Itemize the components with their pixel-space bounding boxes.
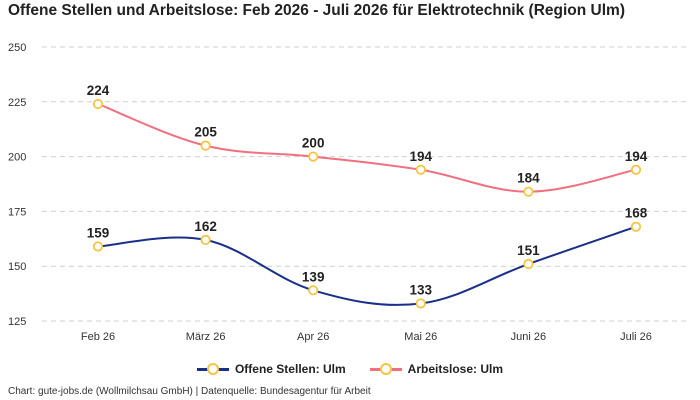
data-point[interactable] <box>92 241 104 252</box>
data-label: 168 <box>625 206 648 221</box>
gridlines <box>42 46 690 322</box>
legend-item-offene-stellen[interactable]: Offene Stellen: Ulm <box>196 362 346 376</box>
data-point[interactable] <box>630 221 642 232</box>
legend-label-arbeitslose: Arbeitslose: Ulm <box>407 362 504 376</box>
x-tick-label: Juni 26 <box>511 331 546 343</box>
legend-swatch-arbeitslose <box>369 363 402 375</box>
data-label: 133 <box>410 282 433 297</box>
x-tick-label: Apr 26 <box>297 331 329 343</box>
x-tick-label: Mai 26 <box>404 331 437 343</box>
data-point[interactable] <box>523 258 534 270</box>
y-tick-label: 225 <box>8 97 26 109</box>
data-point[interactable] <box>92 98 104 110</box>
legend-swatch-offene-stellen <box>196 363 229 375</box>
y-tick-label: 175 <box>8 206 26 218</box>
x-tick-label: Feb 26 <box>81 331 115 343</box>
data-label: 139 <box>302 269 325 284</box>
data-points <box>92 98 642 309</box>
y-tick-label: 150 <box>8 261 26 273</box>
chart-title: Offene Stellen und Arbeitslose: Feb 2026… <box>8 2 625 19</box>
data-label: 184 <box>517 171 540 186</box>
series-lines <box>97 103 637 306</box>
data-label: 224 <box>87 83 110 98</box>
y-tick-label: 125 <box>8 316 26 328</box>
data-label: 159 <box>87 225 110 240</box>
data-point[interactable] <box>308 285 319 296</box>
data-labels: 159 162 139 133 151 168 224 205 200 194 184 194 <box>87 83 648 297</box>
x-axis: Feb 26 März 26 Apr 26 Mai 26 Juni 26 Juli 26 <box>81 331 652 343</box>
data-label: 151 <box>517 243 540 258</box>
legend-item-arbeitslose[interactable]: Arbeitslose: Ulm <box>369 362 504 376</box>
legend-label-offene-stellen: Offene Stellen: Ulm <box>234 362 346 376</box>
footer-credit: Chart: gute-jobs.de (Wollmilchsau GmbH) … <box>8 386 371 397</box>
data-point[interactable] <box>523 186 534 197</box>
data-label: 194 <box>625 149 648 164</box>
data-point[interactable] <box>200 234 211 245</box>
data-label: 205 <box>194 125 217 140</box>
data-point[interactable] <box>308 151 319 162</box>
y-tick-label: 200 <box>8 152 26 164</box>
series-line-1 <box>97 103 637 193</box>
data-point[interactable] <box>415 164 426 175</box>
x-tick-label: Juli 26 <box>620 331 652 343</box>
data-point[interactable] <box>630 164 642 175</box>
series-line-0 <box>97 225 637 306</box>
data-point[interactable] <box>200 140 211 151</box>
data-point[interactable] <box>415 298 426 309</box>
data-label: 194 <box>410 149 433 164</box>
y-tick-label: 250 <box>8 42 26 54</box>
legend: Offene Stellen: Ulm Arbeitslose: Ulm <box>0 362 700 376</box>
data-label: 162 <box>194 219 217 234</box>
data-label: 200 <box>302 136 325 151</box>
y-axis: 125 150 175 200 225 250 <box>8 42 26 328</box>
x-tick-label: März 26 <box>186 331 226 343</box>
